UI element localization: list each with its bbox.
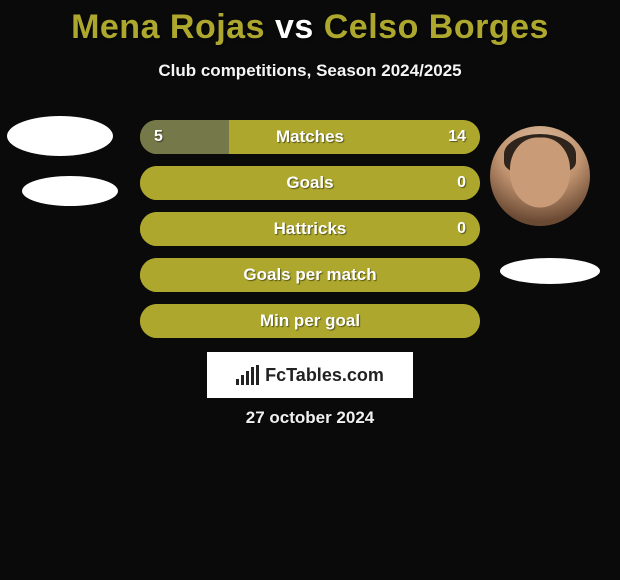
stat-value-player2: 14 <box>448 120 466 154</box>
player1-name: Mena Rojas <box>71 8 265 46</box>
vs-label: vs <box>275 8 314 46</box>
comparison-title: Mena Rojas vs Celso Borges <box>0 0 620 47</box>
logo-text: FcTables.com <box>265 365 384 386</box>
stat-label: Matches <box>140 120 480 154</box>
stat-row: Min per goal <box>140 304 480 338</box>
stat-row: Goals per match <box>140 258 480 292</box>
player2-name: Celso Borges <box>324 8 549 46</box>
stat-value-player2: 0 <box>457 166 466 200</box>
stat-row: Matches5 14 <box>140 120 480 154</box>
stat-value-player1: 5 <box>154 120 163 154</box>
stat-label: Goals per match <box>140 258 480 292</box>
snapshot-date: 27 october 2024 <box>0 408 620 428</box>
stats-container: Matches514Goals0Hattricks0Goals per matc… <box>0 120 620 350</box>
stat-label: Min per goal <box>140 304 480 338</box>
stat-row: Hattricks0 <box>140 212 480 246</box>
stat-label: Goals <box>140 166 480 200</box>
logo-bars-icon <box>236 365 259 385</box>
fctables-logo: FcTables.com <box>207 352 413 398</box>
stat-value-player2: 0 <box>457 212 466 246</box>
stat-row: Goals0 <box>140 166 480 200</box>
subtitle: Club competitions, Season 2024/2025 <box>0 61 620 81</box>
stat-label: Hattricks <box>140 212 480 246</box>
